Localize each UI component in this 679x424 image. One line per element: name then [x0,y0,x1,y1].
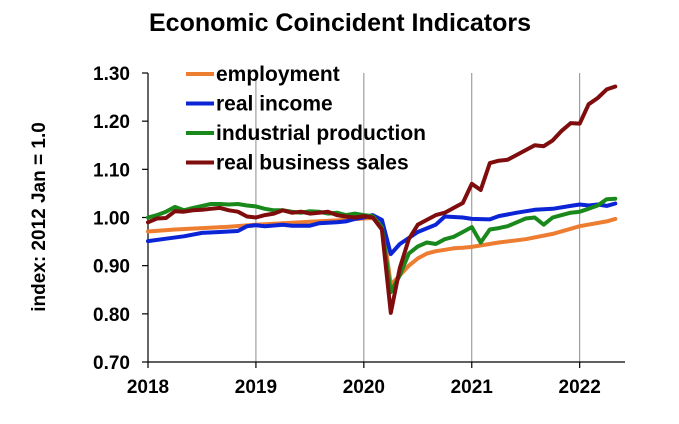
series-line-real-income [146,201,618,257]
x-tick-label: 2021 [451,377,494,398]
series-lines [146,84,618,315]
y-tick-label: 1.20 [93,112,130,133]
y-tick-label: 1.30 [93,64,130,85]
y-tick-label: 0.90 [93,257,130,278]
y-tick-label: 0.70 [93,353,130,374]
legend-label-employment: employment [216,63,340,86]
y-axis-label: index: 2012 Jan = 1.0 [29,122,50,312]
legend-label-industrial-production: industrial production [216,122,426,145]
x-tick-label: 2020 [343,377,385,398]
legend-label-real-business-sales: real business sales [216,152,409,175]
legend: employment real income industrial producti… [186,63,426,175]
chart-title: Economic Coincident Indicators [149,9,531,37]
legend-label-real-income: real income [216,93,333,116]
y-tick-label: 0.80 [93,305,130,326]
x-tick-label: 2018 [127,377,169,398]
axes: 0.70 0.80 0.90 1.00 1.10 1.20 1.30 2018 2019 2020… [93,64,625,398]
x-tick-label: 2022 [559,377,601,398]
y-tick-label: 1.10 [93,160,130,181]
y-tick-label: 1.00 [93,209,130,230]
series-line-real-business-sales [146,84,618,315]
x-tick-label: 2019 [235,377,277,398]
